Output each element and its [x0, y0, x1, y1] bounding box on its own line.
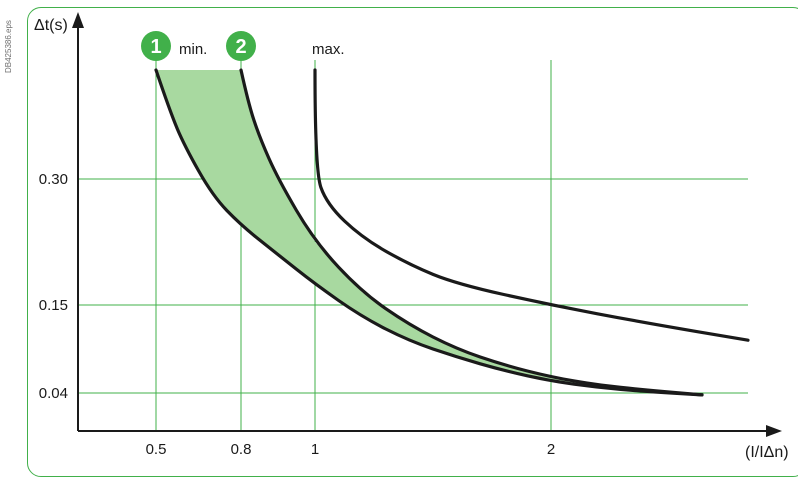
y-tick-label: 0.30 — [39, 171, 68, 188]
tolerance-band — [156, 70, 702, 395]
x-tick-label: 1 — [311, 441, 319, 458]
curve-3 — [313, 68, 750, 342]
x-tick-label: 2 — [547, 441, 555, 458]
marker-1-label: min. — [179, 41, 207, 58]
x-tick-label: 0.8 — [231, 441, 252, 458]
annotations: 1 min. 2 max. — [141, 31, 345, 61]
marker-2-number: 2 — [235, 36, 246, 58]
y-tick-label: 0.04 — [39, 385, 68, 402]
y-axis-label: Δt(s) — [34, 17, 68, 34]
y-tick-label: 0.15 — [39, 297, 68, 314]
axes — [72, 12, 782, 437]
curve-1 — [154, 68, 704, 397]
curves — [154, 68, 750, 397]
x-axis-arrow — [766, 425, 782, 437]
marker-1 — [141, 31, 171, 61]
curve-2 — [239, 68, 704, 397]
x-tick-label: 0.5 — [146, 441, 167, 458]
marker-2 — [226, 31, 256, 61]
curve-chart: 0.5 0.8 1 2 0.30 0.15 0.04 Δt(s) (I/IΔn) 1 min.… — [34, 12, 789, 461]
y-axis-arrow — [72, 12, 84, 28]
max-label: max. — [312, 41, 345, 58]
tick-labels: 0.5 0.8 1 2 0.30 0.15 0.04 — [39, 171, 555, 458]
x-axis-label: (I/IΔn) — [745, 444, 789, 461]
marker-1-number: 1 — [150, 36, 161, 58]
